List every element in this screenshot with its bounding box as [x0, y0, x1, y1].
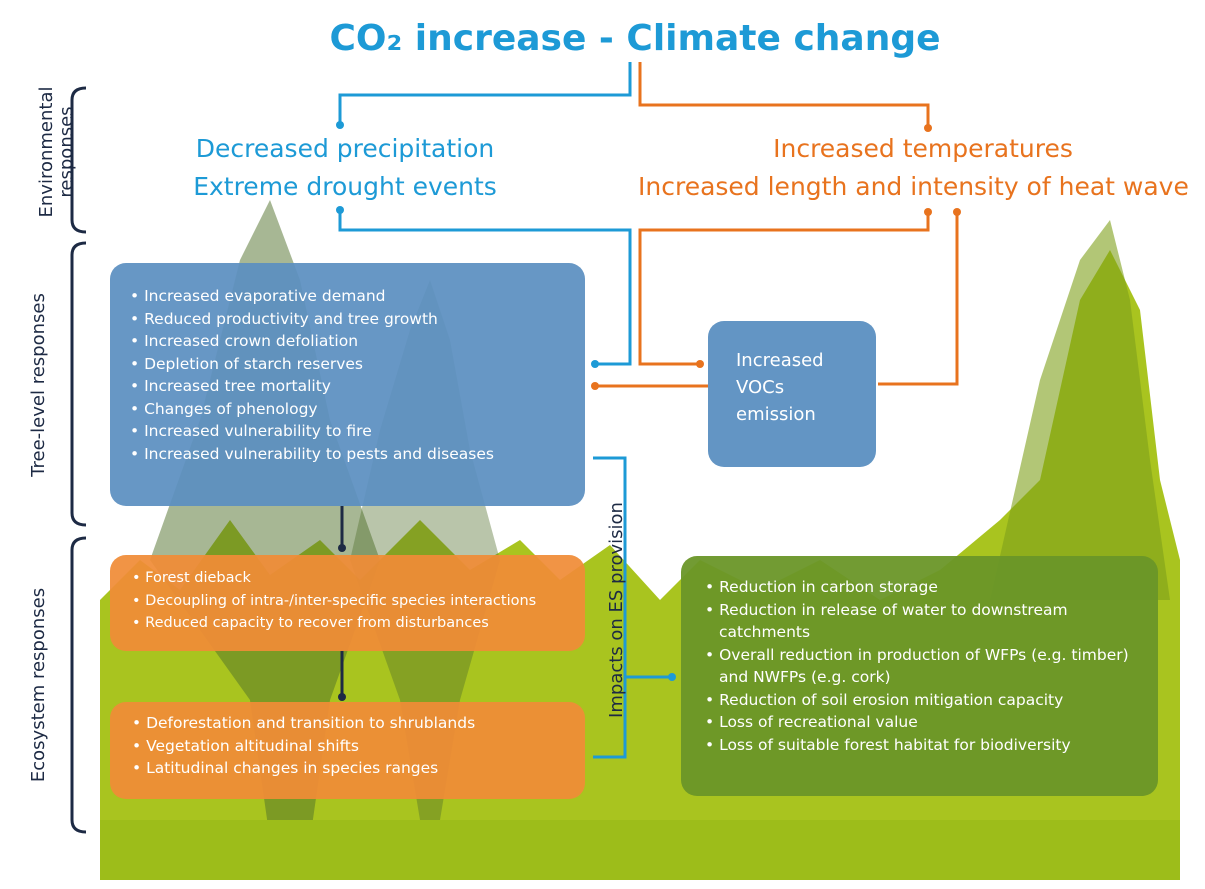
list-item: Depletion of starch reserves — [130, 353, 565, 376]
env-left: Extreme drought events — [193, 172, 497, 201]
list-item: Vegetation altitudinal shifts — [132, 735, 563, 758]
side-label: Tree-level responses — [29, 285, 51, 485]
side-label-line: responses — [57, 82, 77, 222]
list-item: Reduction in release of water to downstr… — [705, 599, 1134, 644]
list-item: Changes of phenology — [130, 398, 565, 421]
list-item: Loss of recreational value — [705, 711, 1134, 734]
list-item: Increased evaporative demand — [130, 285, 565, 308]
list-item: Reduction of soil erosion mitigation cap… — [705, 689, 1134, 712]
ecosystem-box: Forest diebackDecoupling of intra-/inter… — [110, 555, 585, 651]
list-item: Increased vulnerability to pests and dis… — [130, 443, 565, 466]
list-item: Deforestation and transition to shrublan… — [132, 712, 563, 735]
env-right: Increased length and intensity of heat w… — [638, 172, 1189, 201]
vocs-line: emission — [736, 401, 848, 428]
list-item: Reduction in carbon storage — [705, 576, 1134, 599]
env-left: Decreased precipitation — [196, 134, 495, 163]
list-item: Overall reduction in production of WFPs … — [705, 644, 1134, 689]
diagram: CO₂ increase - Climate change Decreased … — [0, 0, 1205, 889]
tree-box: Increased evaporative demandReduced prod… — [110, 263, 585, 506]
vocs-line: VOCs — [736, 374, 848, 401]
side-label: Ecosystem responses — [29, 585, 51, 785]
list-item: Increased crown defoliation — [130, 330, 565, 353]
vocs-line: Increased — [736, 347, 848, 374]
list-item: Forest dieback — [132, 567, 563, 590]
list-item: Reduced capacity to recover from disturb… — [132, 612, 563, 635]
list-item: Increased vulnerability to fire — [130, 420, 565, 443]
list-item: Increased tree mortality — [130, 375, 565, 398]
impacts-label: Impacts on ES provision — [606, 502, 627, 718]
es-box: Reduction in carbon storageReduction in … — [681, 556, 1158, 796]
list-item: Decoupling of intra-/inter-specific spec… — [132, 590, 563, 613]
title: CO₂ increase - Climate change — [329, 18, 940, 59]
list-item: Latitudinal changes in species ranges — [132, 757, 563, 780]
list-item: Loss of suitable forest habitat for biod… — [705, 734, 1134, 757]
env-right: Increased temperatures — [773, 134, 1073, 163]
side-label-line: Environmental — [37, 82, 57, 222]
ecosystem-box: Deforestation and transition to shrublan… — [110, 702, 585, 799]
list-item: Reduced productivity and tree growth — [130, 308, 565, 331]
